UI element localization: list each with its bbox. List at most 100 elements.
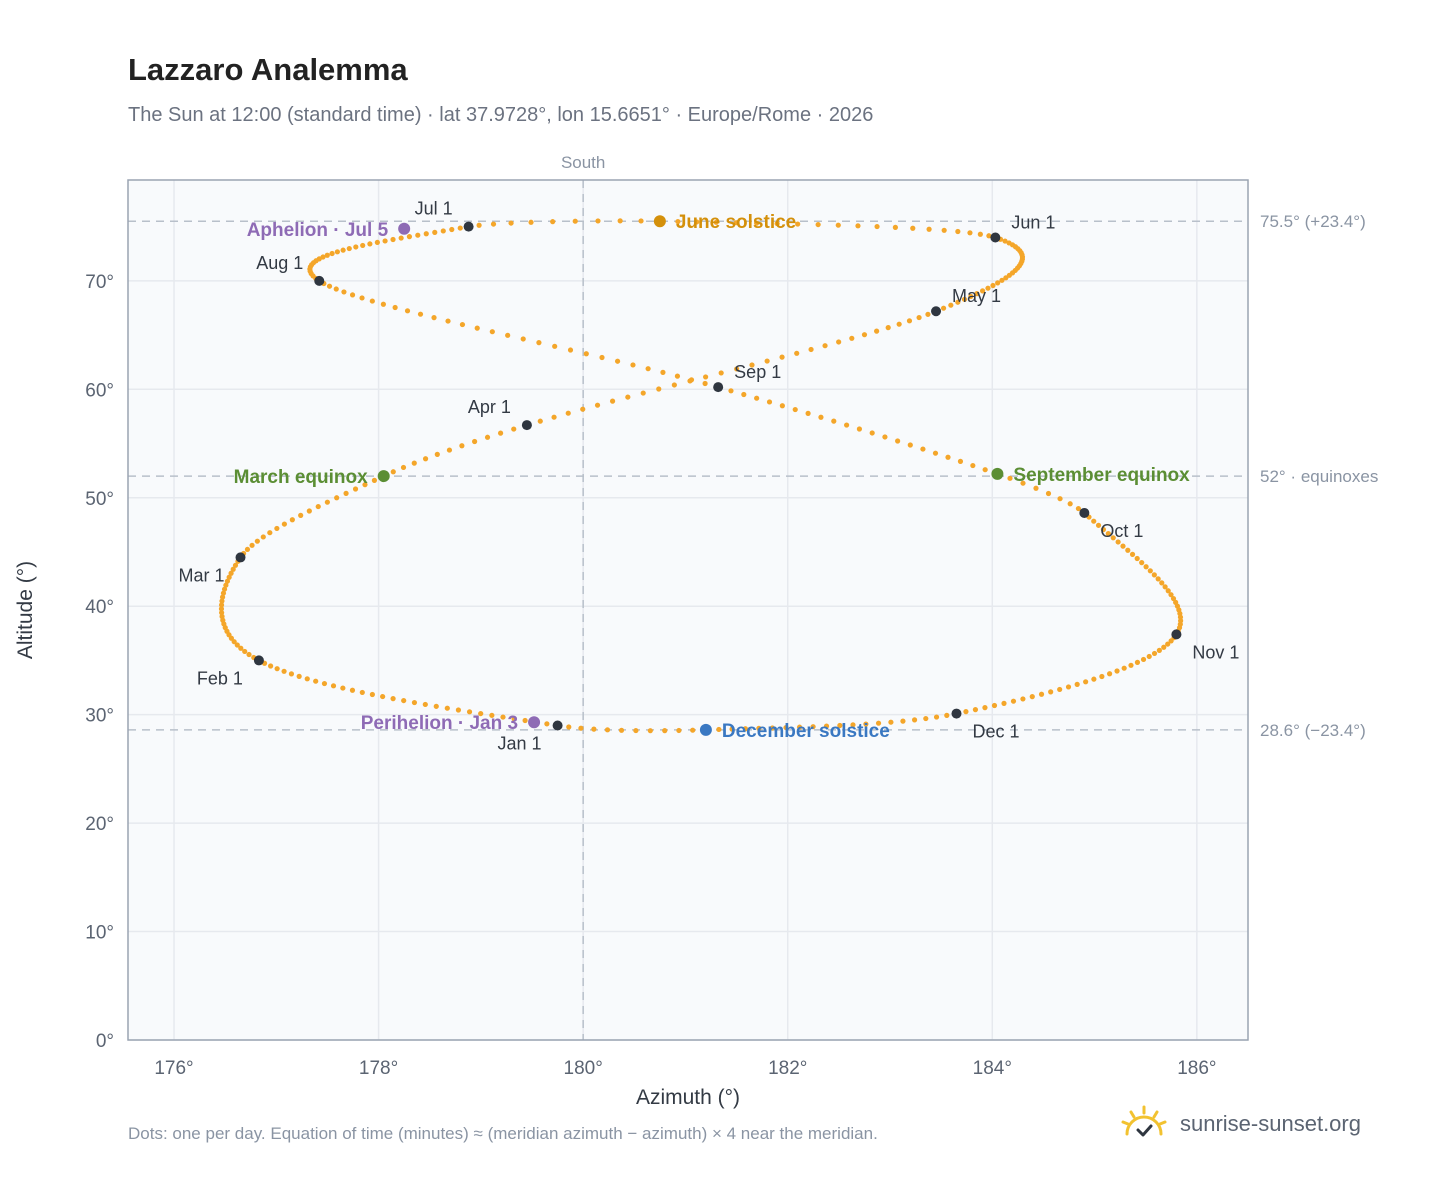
y-tick-label: 0° [96, 1031, 114, 1052]
brand-link[interactable]: sunrise-sunset.org [1118, 1102, 1361, 1146]
analemma-day-dot [794, 350, 800, 356]
analemma-day-dot [400, 464, 407, 471]
analemma-day-dot [766, 399, 773, 405]
analemma-day-dot [359, 689, 365, 696]
analemma-day-dot [906, 318, 913, 324]
analemma-day-dot [353, 244, 359, 250]
analemma-day-dot [380, 301, 386, 307]
analemma-day-dot [1134, 555, 1140, 562]
analemma-day-dot [892, 224, 898, 230]
analemma-day-dot [940, 305, 947, 311]
meridian-label: South [561, 153, 605, 172]
analemma-day-dot [352, 486, 359, 492]
marker-june-solstice [653, 215, 666, 228]
analemma-day-dot [281, 521, 287, 527]
analemma-day-dot [219, 594, 226, 600]
label-feb-1: Feb 1 [197, 668, 243, 688]
analemma-day-dot [849, 335, 855, 341]
analemma-day-dot [390, 469, 396, 475]
analemma-day-dot [528, 219, 534, 225]
analemma-day-dot [445, 318, 451, 324]
analemma-day-dot [640, 390, 646, 396]
analemma-day-dot [734, 366, 740, 372]
analemma-day-dot [844, 422, 850, 428]
analemma-day-dot [718, 370, 724, 376]
analemma-day-dot [753, 220, 760, 226]
marker-nov-1 [1171, 629, 1182, 640]
analemma-day-dot [434, 451, 440, 458]
analemma-day-dot [1095, 522, 1102, 528]
analemma-day-dot [334, 495, 340, 501]
analemma-day-dot [769, 725, 776, 731]
analemma-day-dot [219, 598, 225, 604]
analemma-day-dot [544, 721, 550, 727]
analemma-day-dot [226, 574, 232, 580]
analemma-day-dot [321, 680, 328, 687]
analemma-day-dot [1074, 681, 1080, 687]
analemma-day-dot [422, 456, 429, 462]
chart-title: Lazzaro Analemma [128, 52, 408, 87]
analemma-day-dot [1115, 539, 1121, 545]
analemma-day-dot [795, 221, 801, 227]
analemma-day-dot [660, 369, 666, 375]
marker-march-equinox [377, 470, 390, 483]
x-tick-label: 178° [359, 1058, 398, 1079]
analemma-day-dot [1105, 531, 1111, 537]
analemma-day-dot [1139, 560, 1145, 566]
analemma-day-dot [1010, 698, 1017, 704]
analemma-day-dot [230, 566, 236, 572]
analemma-day-dot [234, 642, 240, 648]
analemma-day-dot [713, 219, 719, 225]
analemma-day-dot [218, 602, 225, 608]
marker-jul-1 [463, 221, 474, 232]
analemma-day-dot [875, 720, 882, 726]
analemma-day-dot [455, 707, 462, 713]
analemma-day-dot [380, 693, 386, 700]
analemma-day-dot [741, 391, 747, 398]
analemma-day-dot [1006, 240, 1012, 246]
analemma-day-dot [1007, 475, 1013, 481]
analemma-day-dot [369, 298, 375, 304]
analemma-day-dot [242, 648, 248, 655]
altitude-reference-label: 28.6° (−23.4°) [1260, 721, 1366, 740]
label-jun-1: Jun 1 [1011, 212, 1055, 232]
analemma-day-dot [324, 252, 330, 258]
analemma-day-dot [511, 716, 517, 722]
analemma-day-dot [422, 701, 428, 708]
analemma-day-dot [444, 705, 450, 711]
analemma-day-dot [244, 546, 251, 553]
analemma-day-dot [783, 724, 789, 731]
analemma-day-dot [484, 434, 491, 440]
analemma-day-dot [1155, 576, 1161, 582]
label-september-equinox: September equinox [1013, 465, 1190, 486]
marker-apr-1 [521, 420, 532, 431]
analemma-day-dot [457, 225, 463, 231]
analemma-day-dot [855, 223, 861, 229]
analemma-day-dot [882, 434, 888, 440]
analemma-day-dot [346, 245, 352, 252]
analemma-day-dot [941, 227, 947, 233]
analemma-day-dot [702, 380, 708, 387]
analemma-day-dot [431, 315, 437, 321]
analemma-day-dot [449, 226, 455, 233]
analemma-day-dot [945, 454, 951, 460]
analemma-day-dot [254, 538, 260, 544]
analemma-day-dot [520, 336, 526, 342]
analemma-day-dot [1114, 668, 1120, 674]
analemma-day-dot [986, 233, 992, 239]
analemma-day-dot [595, 218, 601, 224]
analemma-day-dot [333, 286, 339, 292]
analemma-day-dot [733, 220, 739, 226]
reference-lines: South 75.5° (+23.4°) 52° · equinoxes 28.6° … [128, 153, 1378, 1040]
marker-aphelion-jul-5 [398, 222, 411, 235]
label-oct-1: Oct 1 [1100, 521, 1143, 541]
marker-sep-1 [713, 382, 724, 393]
y-tick-label: 20° [85, 814, 114, 835]
analemma-day-dot [404, 308, 411, 314]
footnote: Dots: one per day. Equation of time (min… [128, 1124, 878, 1143]
analemma-day-dot [850, 722, 856, 728]
analemma-day-dot [423, 231, 429, 237]
analemma-day-dot [961, 296, 968, 302]
analemma-day-dot [432, 229, 438, 235]
analemma-day-dot [330, 683, 337, 689]
